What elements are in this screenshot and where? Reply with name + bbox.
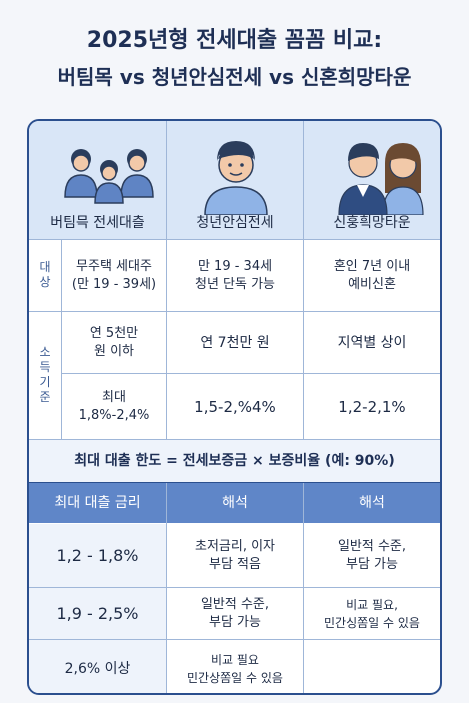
column-label-beotimmok: 버팀믁 전세대츨 — [50, 215, 145, 231]
page-title: 2025년형 전세대출 꼼꼼 비교: — [86, 28, 383, 53]
rate-header-interpretation-2: 해석 — [359, 495, 385, 511]
limit-banner-bg — [29, 440, 440, 482]
row-label-char: 대 — [39, 260, 51, 274]
row-label-char: 준 — [39, 390, 51, 404]
rate-header-rate: 최대 대츨 금리 — [54, 495, 141, 511]
comparison-table: 버팀믁 전세대츨 청년안심전세 신훙흭망타운 대 상 소 득 기 준 무주택 세… — [27, 119, 442, 695]
rate-band-2-note-b: 비교 필요, 민간싱쫌일 수 있음 — [324, 597, 420, 630]
divider — [61, 239, 62, 439]
rate-row-bg — [29, 524, 166, 587]
row-label-char: 소 — [39, 345, 51, 359]
rate-band-2: 1,9 - 2,5% — [56, 603, 139, 623]
rate-youth-safe: 1,5-2,%4% — [194, 397, 276, 416]
rate-band-3-note-a: 비교 필요 민간상쫌일 수 있음 — [187, 652, 283, 685]
rate-band-3-note-b — [304, 640, 440, 693]
income-youth-safe: 연 7천만 원 — [200, 334, 270, 351]
column-label-youth-safe: 청년안심전세 — [196, 215, 274, 231]
rate-newlywed: 1,2-2,1% — [338, 397, 406, 416]
target-newlywed: 혼인 7년 이내 예비신혼 — [333, 258, 411, 292]
rate-table-header — [29, 483, 440, 523]
divider — [166, 483, 167, 693]
couple-icon — [338, 143, 424, 215]
divider — [303, 121, 304, 439]
family-icon — [64, 149, 154, 204]
young-person-icon — [204, 141, 268, 215]
divider — [61, 373, 440, 374]
divider — [29, 639, 440, 640]
rate-row-bg — [29, 588, 166, 639]
column-label-newlywed: 신훙흭망타운 — [333, 215, 411, 231]
divider — [303, 483, 304, 693]
page-subtitle: 버팀목 vs 청년안심전세 vs 신혼희망타운 — [57, 65, 412, 89]
row-label-char: 득 — [39, 360, 51, 374]
income-newlywed: 지역별 상이 — [337, 334, 407, 351]
row-label-target: 대 상 — [29, 239, 61, 311]
divider — [29, 482, 440, 483]
rate-beotimmok: 최대 1,8%-2,4% — [78, 389, 150, 423]
rate-band-1: 1,2 - 1,8% — [56, 545, 139, 565]
divider — [29, 439, 440, 440]
divider — [29, 587, 440, 588]
income-beotimmok: 연 5천만 원 이하 — [89, 325, 139, 359]
row-label-char: 기 — [39, 375, 51, 389]
row-label-char: 상 — [39, 275, 51, 289]
rate-header-interpretation-1: 해석 — [222, 495, 248, 511]
page-title-block: 2025년형 전세대출 꼼꼼 비교: 버팀목 vs 청년안심전세 vs 신혼희망… — [0, 26, 469, 92]
rate-band-3: 2,6% 이상 — [64, 660, 131, 677]
target-beotimmok: 무주택 세대주 (만 19 - 39세) — [71, 258, 157, 292]
row-label-income: 소 득 기 준 — [29, 311, 61, 439]
rate-row-bg — [29, 640, 166, 693]
divider — [166, 121, 167, 439]
rate-band-2-note-a: 일반적 수준, 부담 가능 — [200, 596, 270, 630]
divider — [29, 311, 440, 312]
target-youth-safe: 만 19 - 34세 청년 단독 가능 — [194, 258, 276, 292]
limit-banner-text: 최대 대출 한도 = 전세보증금 × 보증비율 (예: 90%) — [74, 453, 395, 469]
rate-band-1-note-b: 일반적 수준, 부담 가능 — [337, 538, 407, 572]
divider — [29, 239, 440, 240]
rate-band-1-note-a: 초저금리, 이자 부담 적음 — [194, 538, 276, 572]
